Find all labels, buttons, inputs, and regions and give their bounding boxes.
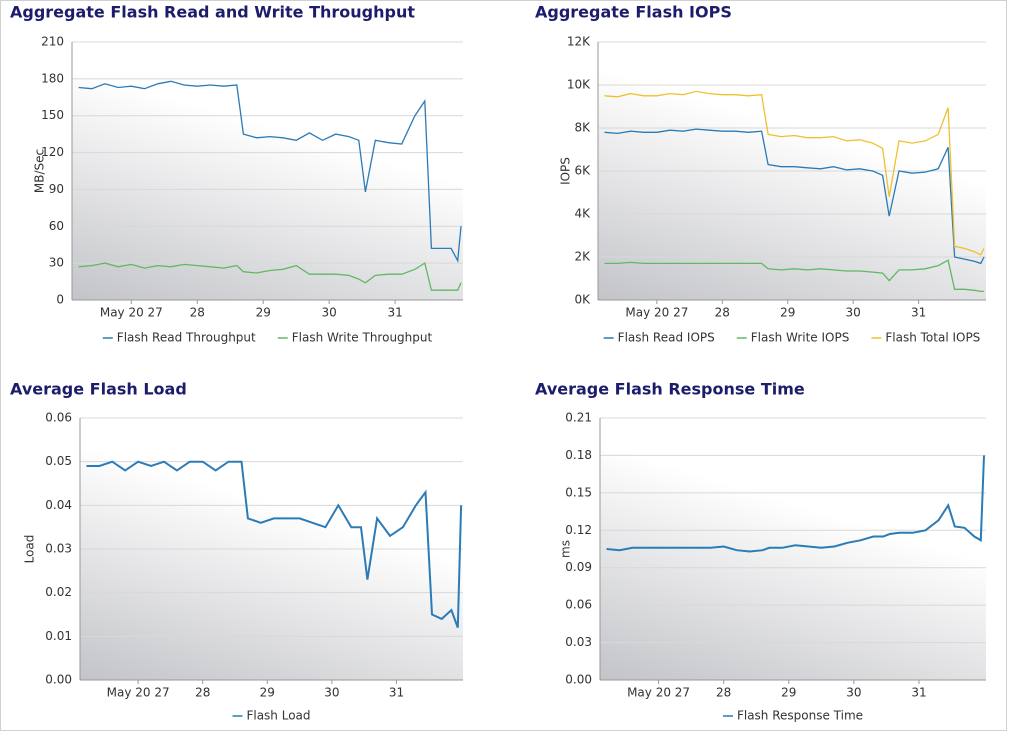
y-tick-label: 0.18: [565, 448, 592, 462]
x-tick-label: 29: [781, 686, 796, 700]
legend-label: Flash Write Throughput: [292, 331, 433, 345]
y-tick-label: 8K: [574, 121, 591, 135]
x-tick-label: 31: [911, 306, 926, 320]
legend-label: Flash Response Time: [737, 709, 863, 723]
y-tick-label: 0: [56, 293, 64, 307]
data-line: [604, 90, 985, 256]
data-line: [606, 455, 985, 553]
x-tick-label: May 20 27: [107, 686, 170, 700]
x-tick-label: 30: [322, 306, 337, 320]
legend-label: Flash Load: [246, 709, 310, 723]
x-tick-label: 30: [846, 686, 861, 700]
x-tick-label: 28: [715, 306, 730, 320]
data-line: [604, 259, 984, 293]
y-tick-label: 2K: [574, 250, 591, 264]
y-tick-label: 0.02: [45, 585, 72, 599]
x-tick-label: 30: [846, 306, 861, 320]
data-line: [604, 128, 985, 265]
y-tick-label: 0.05: [45, 454, 72, 468]
y-tick-label: 0.01: [45, 629, 72, 643]
y-tick-label: 0.15: [565, 485, 592, 499]
data-line: [78, 80, 462, 263]
y-tick-label: 4K: [574, 207, 591, 221]
plot-background: [600, 418, 986, 680]
y-tick-label: 0K: [574, 293, 591, 307]
data-line: [86, 460, 463, 628]
y-tick-label: 30: [49, 256, 64, 270]
x-tick-label: 29: [256, 306, 271, 320]
y-tick-label: 12K: [567, 35, 591, 49]
x-tick-label: 31: [389, 686, 404, 700]
chart-title: Aggregate Flash Read and Write Throughpu…: [10, 3, 415, 22]
y-tick-label: 0.06: [45, 411, 72, 425]
y-tick-label: 0.21: [565, 411, 592, 425]
x-tick-label: 28: [195, 686, 210, 700]
y-tick-label: 60: [49, 219, 64, 233]
y-tick-label: 0.00: [45, 673, 72, 687]
x-tick-label: May 20 27: [625, 306, 688, 320]
legend-label: Flash Total IOPS: [885, 331, 980, 345]
y-tick-label: 0.03: [565, 635, 592, 649]
x-tick-label: 29: [780, 306, 795, 320]
y-tick-label: 120: [41, 145, 64, 159]
legend-label: Flash Write IOPS: [751, 331, 850, 345]
x-tick-label: 28: [716, 686, 731, 700]
legend-label: Flash Read Throughput: [117, 331, 256, 345]
plot-background: [72, 42, 463, 300]
y-tick-label: 0.12: [565, 523, 592, 537]
data-line: [78, 262, 462, 291]
x-tick-label: May 20 27: [627, 686, 690, 700]
chart-title: Aggregate Flash IOPS: [535, 3, 732, 22]
y-tick-label: 0.04: [45, 498, 72, 512]
x-tick-label: 30: [324, 686, 339, 700]
x-tick-label: 31: [387, 306, 402, 320]
y-tick-label: 0.06: [565, 598, 592, 612]
chart-title: Average Flash Load: [10, 380, 187, 399]
y-axis-label: Load: [23, 535, 37, 564]
x-tick-label: 29: [260, 686, 275, 700]
y-tick-label: 0.03: [45, 542, 72, 556]
y-tick-label: 180: [41, 71, 64, 85]
y-axis-label: ms: [559, 540, 573, 558]
legend-label: Flash Read IOPS: [618, 331, 715, 345]
y-axis-label: MB/Sec: [33, 149, 47, 193]
y-tick-label: 0.00: [565, 673, 592, 687]
x-tick-label: May 20 27: [100, 306, 163, 320]
chart-title: Average Flash Response Time: [535, 380, 805, 399]
y-tick-label: 210: [41, 35, 64, 49]
y-tick-label: 10K: [567, 78, 591, 92]
y-tick-label: 0.09: [565, 560, 592, 574]
x-tick-label: 28: [190, 306, 205, 320]
x-tick-label: 31: [911, 686, 926, 700]
y-tick-label: 90: [49, 182, 64, 196]
y-tick-label: 6K: [574, 164, 591, 178]
y-axis-label: IOPS: [559, 157, 573, 185]
y-tick-label: 150: [41, 108, 64, 122]
